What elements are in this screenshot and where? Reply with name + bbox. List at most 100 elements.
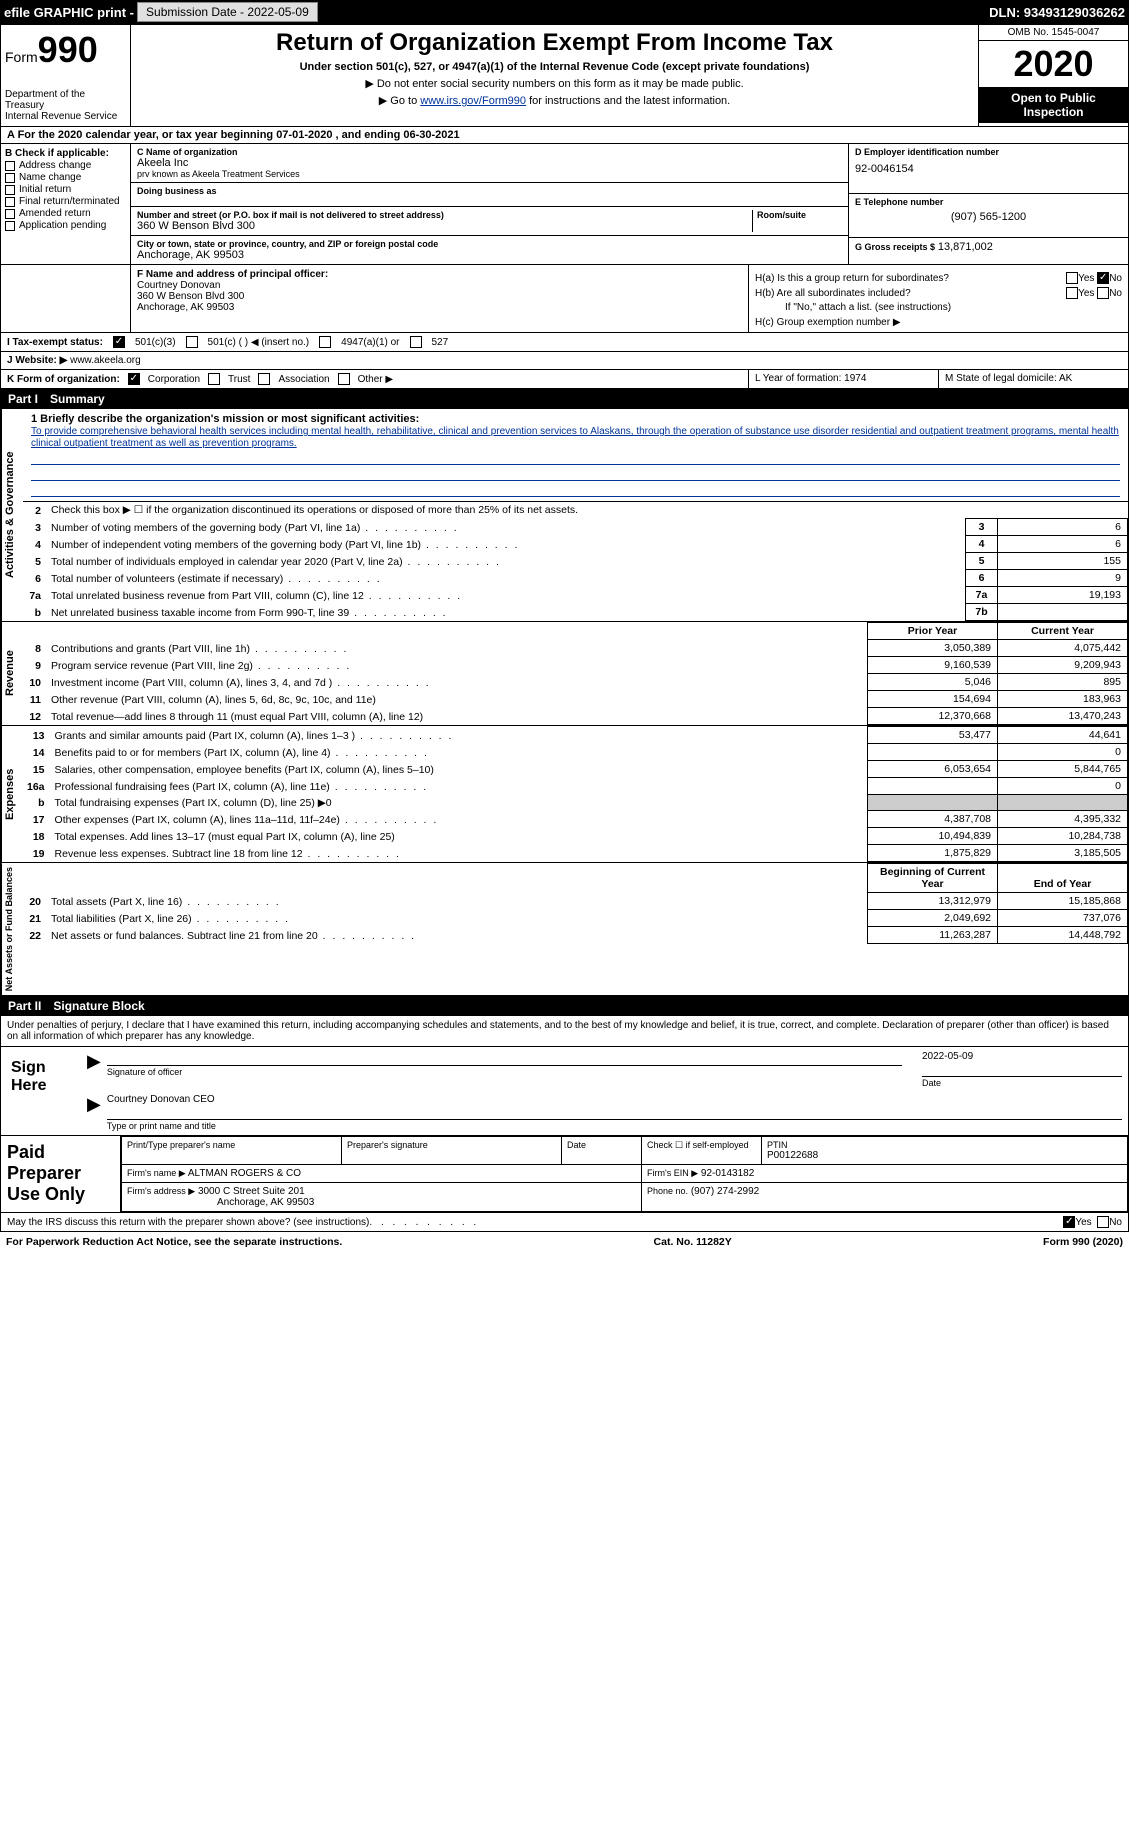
table-row: 9Program service revenue (Part VIII, lin… xyxy=(23,657,1128,674)
name-label: Type or print name and title xyxy=(107,1121,216,1131)
cat-no: Cat. No. 11282Y xyxy=(654,1236,732,1248)
chk-address-change[interactable]: Address change xyxy=(5,160,126,171)
table-row: 7aTotal unrelated business revenue from … xyxy=(23,587,1128,604)
checkbox-icon[interactable] xyxy=(1066,287,1078,299)
gov-lines-table: 2Check this box ▶ ☐ if the organization … xyxy=(23,502,1128,621)
line-desc: Total liabilities (Part X, line 26) xyxy=(47,910,868,927)
firm-addr-label: Firm's address ▶ xyxy=(127,1186,195,1196)
form-number: 990 xyxy=(38,29,98,70)
blank-line xyxy=(31,451,1120,465)
form-title: Return of Organization Exempt From Incom… xyxy=(139,29,970,57)
website-label: J Website: ▶ xyxy=(7,355,67,366)
chk-label: Amended return xyxy=(19,208,91,219)
sidebar-expenses: Expenses xyxy=(1,726,23,862)
sign-here-label: Sign Here xyxy=(7,1051,87,1131)
discuss-q: May the IRS discuss this return with the… xyxy=(7,1217,369,1228)
line-val: 19,193 xyxy=(998,587,1128,604)
chk-application-pending[interactable]: Application pending xyxy=(5,220,126,231)
table-row: 18Total expenses. Add lines 13–17 (must … xyxy=(23,828,1128,845)
checkbox-icon[interactable] xyxy=(319,336,331,348)
table-row: 5Total number of individuals employed in… xyxy=(23,553,1128,570)
curr-val: 737,076 xyxy=(998,910,1128,927)
no-label: No xyxy=(1109,1217,1122,1228)
box-f: F Name and address of principal officer:… xyxy=(131,265,748,332)
revenue-block: Revenue Prior YearCurrent Year 8Contribu… xyxy=(0,622,1129,726)
firm-ein-label: Firm's EIN ▶ xyxy=(647,1168,698,1178)
chk-name-change[interactable]: Name change xyxy=(5,172,126,183)
curr-val: 183,963 xyxy=(998,691,1128,708)
row-a-tax-year: A For the 2020 calendar year, or tax yea… xyxy=(0,127,1129,144)
sidebar-governance: Activities & Governance xyxy=(1,409,23,621)
signature-line: Signature of officer xyxy=(107,1065,902,1077)
line-desc: Contributions and grants (Part VIII, lin… xyxy=(47,640,868,657)
checkbox-icon[interactable] xyxy=(1097,287,1109,299)
checkbox-checked-icon[interactable]: ✓ xyxy=(1097,272,1109,284)
activities-governance-block: Activities & Governance 1 Briefly descri… xyxy=(0,409,1129,622)
org-name: Akeela Inc xyxy=(137,157,842,169)
irs-link[interactable]: www.irs.gov/Form990 xyxy=(420,95,526,107)
checkbox-icon xyxy=(5,197,15,207)
open-public-badge: Open to Public Inspection xyxy=(979,87,1128,123)
opt-other: Other ▶ xyxy=(358,374,393,385)
line-num: 7a xyxy=(23,587,47,604)
officer-label: F Name and address of principal officer: xyxy=(137,269,328,280)
sign-here-body: ▶ Signature of officer 2022-05-09 Date ▶… xyxy=(87,1051,1122,1131)
line-num: 21 xyxy=(23,910,47,927)
form-org-label: K Form of organization: xyxy=(7,374,120,385)
officer-addr2: Anchorage, AK 99503 xyxy=(137,302,234,313)
prior-val: 53,477 xyxy=(868,727,998,744)
checkbox-checked-icon[interactable]: ✓ xyxy=(113,336,125,348)
checkbox-icon[interactable] xyxy=(208,373,220,385)
checkbox-checked-icon[interactable]: ✓ xyxy=(1063,1216,1075,1228)
date-line: Date xyxy=(922,1076,1122,1088)
h-a-q: H(a) Is this a group return for subordin… xyxy=(755,273,1066,284)
dba-cell: Doing business as xyxy=(131,183,848,207)
line-desc: Revenue less expenses. Subtract line 18 … xyxy=(51,845,868,862)
pra-notice: For Paperwork Reduction Act Notice, see … xyxy=(6,1236,342,1248)
ein-label: D Employer identification number xyxy=(855,147,1122,157)
line-num: 16a xyxy=(23,778,51,795)
gross-receipts-cell: G Gross receipts $ 13,871,002 xyxy=(849,238,1128,262)
curr-val: 15,185,868 xyxy=(998,893,1128,910)
city-cell: City or town, state or province, country… xyxy=(131,236,848,264)
line-num: 18 xyxy=(23,828,51,845)
prior-val: 4,387,708 xyxy=(868,811,998,828)
checkbox-icon[interactable] xyxy=(338,373,350,385)
opt-501c: 501(c) ( ) ◀ (insert no.) xyxy=(208,337,310,348)
table-row: 10Investment income (Part VIII, column (… xyxy=(23,674,1128,691)
chk-label: Name change xyxy=(19,172,81,183)
line-desc: Program service revenue (Part VIII, line… xyxy=(47,657,868,674)
expenses-block: Expenses 13Grants and similar amounts pa… xyxy=(0,726,1129,863)
signature-declaration: Under penalties of perjury, I declare th… xyxy=(0,1016,1129,1047)
checkbox-icon[interactable] xyxy=(186,336,198,348)
checkbox-icon[interactable] xyxy=(410,336,422,348)
line-desc: Number of voting members of the governin… xyxy=(47,519,966,536)
ptin-label: PTIN xyxy=(767,1140,1122,1150)
firm-name-val: ALTMAN ROGERS & CO xyxy=(188,1168,301,1179)
chk-initial-return[interactable]: Initial return xyxy=(5,184,126,195)
net-assets-block: Net Assets or Fund Balances Beginning of… xyxy=(0,863,1129,996)
line-desc: Benefits paid to or for members (Part IX… xyxy=(51,744,868,761)
mission-cell: 1 Briefly describe the organization's mi… xyxy=(23,409,1128,502)
phone-label: E Telephone number xyxy=(855,197,1122,207)
line-desc: Net unrelated business taxable income fr… xyxy=(47,604,966,621)
firm-city-val: Anchorage, AK 99503 xyxy=(217,1197,314,1208)
box-b: B Check if applicable: Address change Na… xyxy=(1,144,131,264)
table-row: 2Check this box ▶ ☐ if the organization … xyxy=(23,502,1128,519)
prior-val: 11,263,287 xyxy=(868,927,998,944)
chk-amended-return[interactable]: Amended return xyxy=(5,208,126,219)
dba-label: Doing business as xyxy=(137,186,842,196)
street-val: 360 W Benson Blvd 300 xyxy=(137,220,752,232)
checkbox-checked-icon[interactable]: ✓ xyxy=(128,373,140,385)
form-990-label: Form990 xyxy=(5,29,126,71)
checkbox-icon[interactable] xyxy=(1066,272,1078,284)
line-box: 3 xyxy=(966,519,998,536)
checkbox-icon[interactable] xyxy=(1097,1216,1109,1228)
submission-date-button[interactable]: Submission Date - 2022-05-09 xyxy=(137,2,318,22)
prior-val xyxy=(868,778,998,795)
prior-val: 6,053,654 xyxy=(868,761,998,778)
table-row: 17Other expenses (Part IX, column (A), l… xyxy=(23,811,1128,828)
ptin-val: P00122688 xyxy=(767,1150,1122,1161)
chk-final-return[interactable]: Final return/terminated xyxy=(5,196,126,207)
checkbox-icon[interactable] xyxy=(258,373,270,385)
